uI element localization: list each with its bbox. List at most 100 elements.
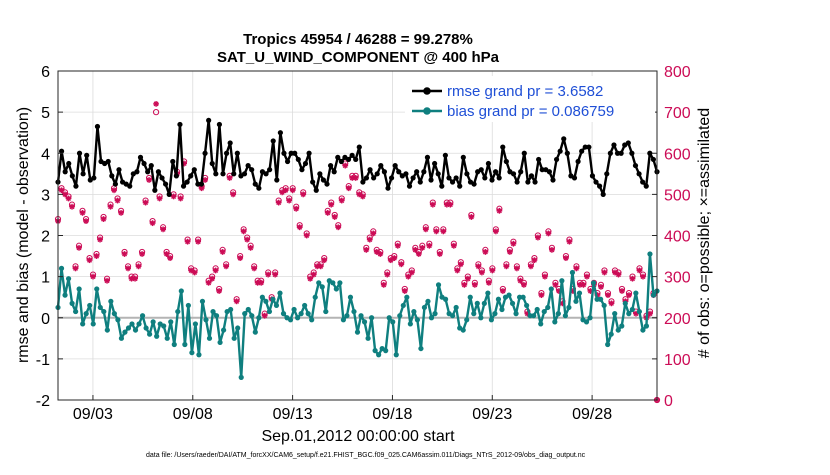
- obs-assimilated-marker: [307, 275, 314, 282]
- bias-point: [435, 282, 442, 288]
- rmse-point: [536, 156, 542, 163]
- obs-assimilated-stroke: [171, 193, 177, 199]
- rmse-point: [274, 177, 280, 183]
- rmse-point: [313, 187, 319, 193]
- rmse-point: [428, 177, 434, 183]
- left-tick-label: 1: [41, 270, 50, 287]
- obs-assimilated-stroke: [199, 185, 205, 191]
- bias-point: [125, 325, 132, 331]
- x-tick-label: 09/13: [273, 406, 313, 423]
- obs-assimilated-stroke: [584, 274, 590, 280]
- obs-assimilated-marker: [601, 269, 608, 276]
- rmse-point: [360, 179, 366, 185]
- obs-assimilated-marker: [426, 242, 433, 249]
- obs-assimilated-stroke: [496, 208, 502, 214]
- obs-assimilated-marker: [317, 263, 324, 270]
- obs-assimilated-marker: [640, 273, 646, 280]
- rmse-point: [170, 158, 176, 165]
- obs-assimilated-marker: [118, 209, 124, 216]
- bias-point: [467, 294, 473, 300]
- rmse-point: [385, 185, 391, 191]
- obs-assimilated-marker: [384, 271, 391, 278]
- obs-assimilated-marker: [492, 228, 499, 235]
- right-tick-label: 700: [664, 105, 691, 122]
- obs-assimilated-stroke: [475, 263, 481, 269]
- obs-assimilated-stroke: [104, 278, 110, 284]
- rmse-point: [155, 169, 162, 175]
- obs-assimilated-marker: [100, 216, 107, 222]
- right-tick-label: 200: [664, 311, 691, 328]
- rmse-point: [421, 169, 427, 175]
- obs-assimilated-stroke: [213, 267, 219, 273]
- rmse-point: [69, 173, 75, 179]
- obs-assimilated-stroke: [528, 263, 534, 269]
- obs-assimilated-marker: [244, 236, 251, 243]
- bias-point: [139, 313, 146, 319]
- bias-point: [488, 317, 494, 323]
- obs-assimilated-stroke: [230, 191, 236, 197]
- obs-assimilated-stroke: [629, 276, 636, 282]
- obs-assimilated-stroke: [262, 313, 268, 319]
- bias-point: [101, 308, 107, 315]
- bias-point: [598, 296, 604, 302]
- obs-assimilated-marker: [380, 281, 387, 288]
- rmse-point: [564, 150, 570, 156]
- rmse-point: [625, 140, 631, 146]
- obs-assimilated-marker: [549, 246, 555, 253]
- rmse-point: [284, 158, 291, 165]
- obs-assimilated-marker: [153, 101, 159, 107]
- obs-layer: [54, 101, 661, 404]
- bias-point: [182, 341, 188, 348]
- obs-assimilated-stroke: [241, 228, 247, 234]
- rmse-point: [198, 181, 205, 187]
- bias-point: [295, 315, 301, 321]
- bias-point: [87, 302, 93, 309]
- obs-assimilated-marker: [370, 230, 377, 237]
- obs-assimilated-stroke: [101, 216, 107, 222]
- obs-assimilated-marker: [335, 224, 342, 231]
- obs-assimilated-marker: [83, 218, 89, 225]
- rmse-point: [295, 156, 301, 163]
- rmse-point: [317, 171, 323, 177]
- obs-assimilated-stroke: [538, 292, 544, 298]
- obs-assimilated-stroke: [164, 251, 170, 257]
- obs-assimilated-stroke: [311, 272, 317, 278]
- obs-assimilated-marker: [489, 267, 496, 274]
- obs-assimilated-stroke: [447, 202, 453, 208]
- obs-assimilated-marker: [209, 275, 216, 282]
- bias-point: [383, 348, 389, 354]
- obs-assimilated-stroke: [370, 230, 376, 236]
- rmse-point: [127, 183, 133, 189]
- rmse-point: [446, 175, 452, 181]
- obs-assimilated-marker: [233, 298, 240, 305]
- bias-point: [270, 296, 276, 302]
- rmse-point: [403, 171, 409, 177]
- rmse-point: [392, 162, 398, 169]
- obs-assimilated-stroke: [451, 243, 457, 249]
- obs-assimilated-stroke: [72, 265, 79, 271]
- obs-assimilated-marker: [198, 185, 205, 192]
- rmse-point: [220, 171, 226, 177]
- obs-assimilated-stroke: [482, 249, 488, 255]
- bias-point: [305, 311, 311, 317]
- obs-assimilated-marker: [485, 279, 492, 286]
- rmse-point: [406, 183, 413, 189]
- obs-assimilated-marker: [580, 281, 587, 288]
- left-tick-label: 5: [41, 105, 50, 122]
- obs-assimilated-marker: [261, 312, 268, 319]
- rmse-point: [557, 148, 563, 154]
- bias-point: [464, 317, 470, 323]
- obs-assimilated-stroke: [612, 269, 618, 276]
- obs-assimilated-marker: [146, 177, 152, 183]
- bias-point: [249, 313, 255, 319]
- bias-point: [129, 321, 135, 327]
- right-tick-label: 500: [664, 187, 691, 204]
- rmse-point: [532, 179, 538, 185]
- obs-assimilated-stroke: [363, 247, 369, 253]
- obs-assimilated-marker: [265, 271, 272, 278]
- obs-assimilated-stroke: [58, 187, 65, 193]
- obs-assimilated-marker: [391, 255, 398, 262]
- rmse-point: [277, 130, 283, 136]
- obs-assimilated-stroke: [318, 263, 324, 269]
- obs-assimilated-marker: [626, 292, 632, 299]
